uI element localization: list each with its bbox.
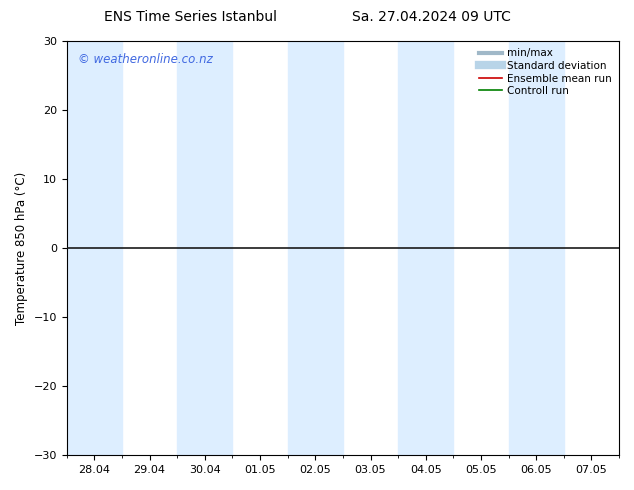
Text: Sa. 27.04.2024 09 UTC: Sa. 27.04.2024 09 UTC — [352, 10, 510, 24]
Legend: min/max, Standard deviation, Ensemble mean run, Controll run: min/max, Standard deviation, Ensemble me… — [477, 46, 614, 98]
Y-axis label: Temperature 850 hPa (°C): Temperature 850 hPa (°C) — [15, 172, 28, 325]
Bar — [508, 41, 564, 455]
Bar — [288, 41, 343, 455]
Text: ENS Time Series Istanbul: ENS Time Series Istanbul — [104, 10, 276, 24]
Bar — [178, 41, 233, 455]
Bar — [398, 41, 453, 455]
Text: © weatheronline.co.nz: © weatheronline.co.nz — [78, 53, 212, 67]
Bar — [67, 41, 122, 455]
